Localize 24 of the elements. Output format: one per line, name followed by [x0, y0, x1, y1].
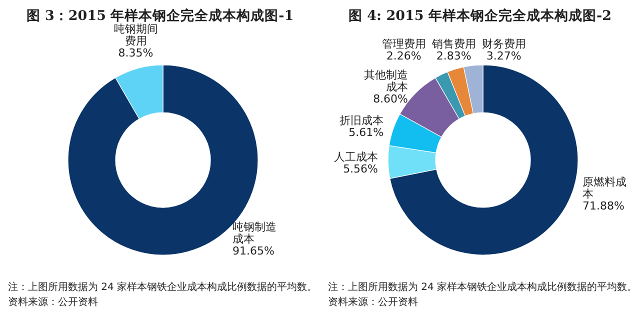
slice-label: 吨钢期间费用: [114, 22, 158, 48]
slice-label: 管理费用: [382, 38, 426, 51]
data-label: 2.83%: [436, 50, 472, 63]
text: 注：上图所用数据为 24 家样本钢铁企业成本构成比例数据的平均数。: [328, 281, 638, 293]
chart-title: 图 4: 2015 年样本钢企完全成本构成图-2: [348, 7, 612, 24]
data-label: 2.26%: [386, 50, 422, 63]
data-label: 8.35%: [118, 46, 154, 60]
data-label: 8.60%: [373, 92, 408, 106]
slice-label: 财务费用: [482, 38, 526, 51]
chart-title: 图 3：2015 年样本钢企完全成本构成图-1: [26, 7, 294, 24]
data-label: 91.65%: [232, 244, 274, 258]
slice-label: 吨钢制造成本: [232, 220, 276, 246]
text: 注：上图所用数据为 24 家样本钢铁企业成本构成比例数据的平均数。: [8, 281, 318, 293]
data-label: 5.56%: [343, 162, 378, 176]
slice-label: 其他制造成本: [364, 68, 408, 94]
text: 资料来源：公开资料: [8, 296, 98, 308]
data-label: 71.88%: [582, 200, 624, 213]
slice-label: 销售费用: [430, 38, 476, 51]
slice-label: 折旧成本: [340, 114, 384, 128]
slice-label: 人工成本: [334, 150, 378, 164]
data-label: 5.61%: [348, 126, 384, 140]
text: 资料来源：公开资料: [328, 296, 418, 308]
slice-label: 原燃料成本: [582, 176, 626, 201]
data-label: 3.27%: [486, 50, 522, 63]
